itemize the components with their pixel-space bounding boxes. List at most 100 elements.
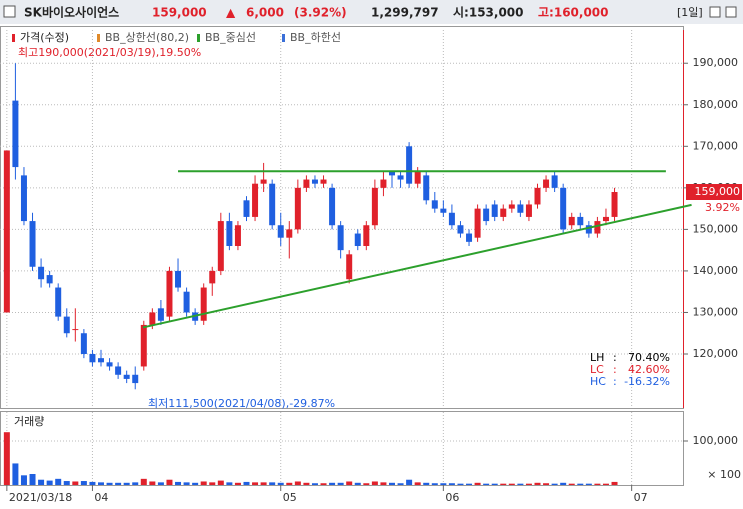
volume-bar [337,482,344,485]
candle-body [294,187,301,230]
candle-body [397,175,404,180]
candle-body [166,270,173,317]
candle-body [500,208,507,217]
high: 고:160,000 [538,6,609,20]
open: 시:153,000 [453,6,524,20]
volume-bar [594,483,601,485]
candle-body [585,225,592,234]
candle-body [89,354,96,363]
volume-bar [286,482,293,485]
checkbox[interactable] [3,5,16,18]
candle-body [55,287,62,317]
candle-body [346,254,353,280]
candle-body [320,179,327,184]
max-button[interactable] [709,6,721,18]
y-tick-label: 140,000 [693,264,739,277]
volume-title: 거래량 [14,415,44,428]
volume-bar [183,482,190,485]
candle-body [243,200,250,217]
volume-bar [200,481,207,485]
legend-entry: BB_중심선 [205,31,256,44]
volume-bar [406,479,413,485]
candle-body [448,212,455,226]
legend-swatch [12,34,15,42]
volume-bar [320,483,327,485]
volume-bar [20,475,27,485]
volume-bar [525,483,532,485]
price-marker-label: 159,000 [695,185,741,198]
volume-bar [63,481,70,485]
stat-sep: : [613,375,617,388]
volume-bar [106,482,113,485]
y-tick-label: 170,000 [693,139,739,152]
candle-body [234,225,241,246]
volume-bar [123,482,130,485]
volume: 1,299,797 [371,6,439,20]
volume-bar [234,482,241,485]
candle-body [252,183,259,217]
volume-bar [448,483,455,485]
candle-body [29,221,36,267]
candle-body [517,204,524,213]
volume-bar [346,481,353,485]
volume-bar [517,483,524,485]
candle-body [20,175,27,222]
candle-body [525,204,532,217]
candle-body [466,233,473,242]
volume-bar [166,479,173,485]
stat-sep: : [613,351,617,364]
volume-bar [363,483,370,485]
x-tick-label: 2021/03/18 [9,491,72,504]
candle-body [72,329,79,331]
volume-bar [483,483,490,485]
candle-body [551,175,558,188]
candle-body [577,216,584,226]
candle-body [115,366,122,375]
volume-bar [380,482,387,485]
volume-bar [132,482,139,485]
volume-frame [0,411,684,486]
volume-bar [226,482,233,485]
y-tick-label: 150,000 [693,222,739,235]
x-tick-label: 05 [283,491,297,504]
close-button[interactable] [725,6,737,18]
volume-bar [192,482,199,485]
candle-body [149,312,156,325]
volume-bar [329,482,336,485]
legend-price: 가격(수정) [20,31,69,44]
candle-body [534,187,541,205]
volume-bar [72,481,79,485]
volume-unit: × 100 [707,468,741,481]
period[interactable]: [1일] [677,5,703,19]
candle-body [46,275,53,284]
volume-bar [3,432,10,485]
volume-bar [115,482,122,485]
volume-bar [80,481,87,485]
volume-bar [431,483,438,485]
candle-body [354,233,361,246]
arrow: ▲ [226,6,236,20]
volume-bar [388,482,395,485]
candle-body [175,270,182,288]
x-tick-label: 07 [634,491,648,504]
candle-body [611,192,618,217]
volume-bar [500,483,507,485]
volume-bar [12,463,19,485]
y-tick-label: 190,000 [693,56,739,69]
change: 6,000 [246,6,284,20]
candle-body [277,225,284,238]
candle-body [286,229,293,238]
legend-entry: BB_상한선(80,2) [105,31,189,44]
candle-body [63,316,70,334]
volume-bar [508,483,515,485]
volume-bar [491,483,498,485]
volume-bar [423,482,430,485]
y-tick-label: 180,000 [693,98,739,111]
stat-name: LH [590,351,604,364]
candle-body [602,216,609,222]
candle-body [157,308,164,321]
volume-bar [611,481,618,485]
stat-value: -16.32% [624,375,670,388]
min-annotation: 최저111,500(2021/04/08),-29.87% [148,397,335,410]
header-bar [0,0,743,24]
